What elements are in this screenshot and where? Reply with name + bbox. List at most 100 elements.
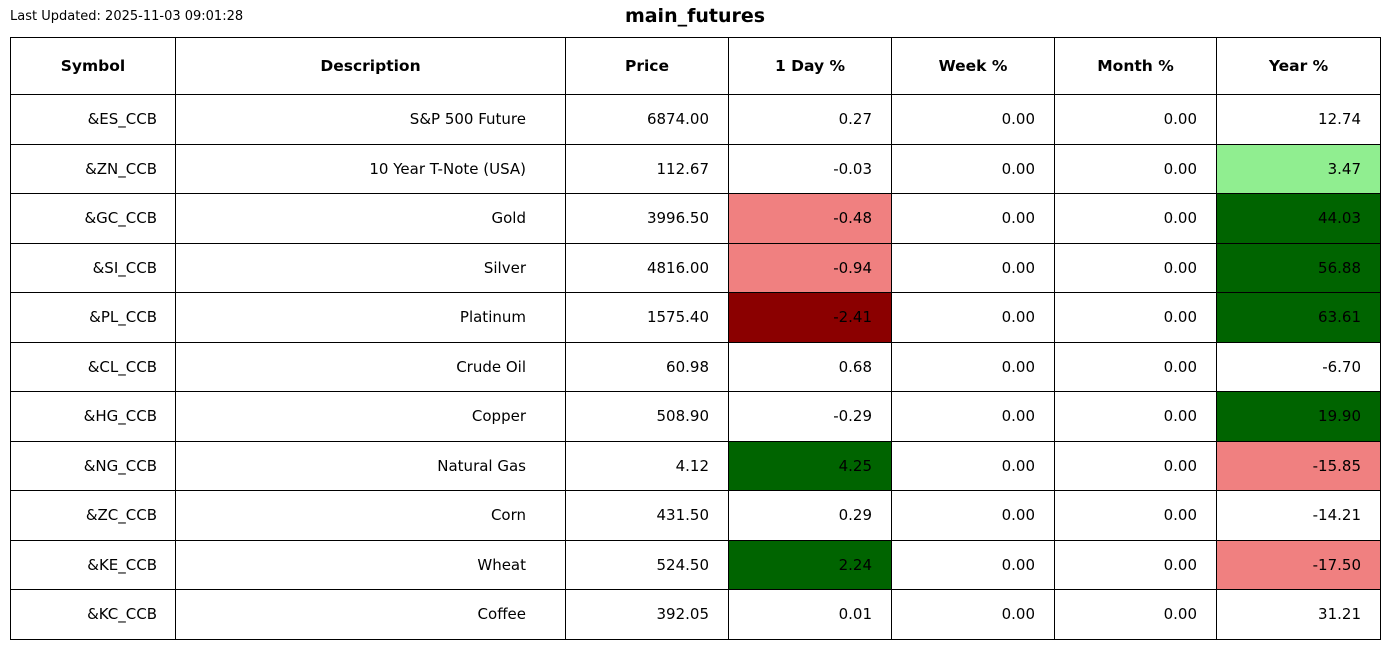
table-body: &ES_CCB S&P 500 Future 6874.00 0.27 0.00 0.00… bbox=[10, 94, 1381, 640]
price-cell: 3996.50 bbox=[565, 193, 729, 244]
table-row: &ZC_CCB Corn 431.50 0.29 0.00 0.00 -14.21 bbox=[10, 490, 1381, 541]
year-change-cell: 12.74 bbox=[1216, 94, 1381, 145]
week-change-cell: 0.00 bbox=[891, 341, 1055, 392]
table-row: &ES_CCB S&P 500 Future 6874.00 0.27 0.00 0.00… bbox=[10, 94, 1381, 145]
symbol-cell: &PL_CCB bbox=[10, 292, 176, 343]
week-change-cell: 0.00 bbox=[891, 242, 1055, 293]
day-change-cell: 2.24 bbox=[728, 539, 892, 590]
day-change-cell: 0.01 bbox=[728, 589, 892, 640]
symbol-cell: &SI_CCB bbox=[10, 242, 176, 293]
description-cell: Silver bbox=[175, 242, 566, 293]
description-cell: Wheat bbox=[175, 539, 566, 590]
description-cell: Natural Gas bbox=[175, 440, 566, 491]
day-change-cell: 4.25 bbox=[728, 440, 892, 491]
week-change-cell: 0.00 bbox=[891, 143, 1055, 194]
month-change-cell: 0.00 bbox=[1054, 391, 1217, 442]
symbol-cell: &KC_CCB bbox=[10, 589, 176, 640]
description-cell: Crude Oil bbox=[175, 341, 566, 392]
symbol-cell: &ZC_CCB bbox=[10, 490, 176, 541]
column-header: Month % bbox=[1054, 37, 1217, 95]
description-cell: Copper bbox=[175, 391, 566, 442]
price-cell: 4816.00 bbox=[565, 242, 729, 293]
symbol-cell: &CL_CCB bbox=[10, 341, 176, 392]
year-change-cell: 31.21 bbox=[1216, 589, 1381, 640]
table-row: &GC_CCB Gold 3996.50 -0.48 0.00 0.00 44.03 bbox=[10, 193, 1381, 244]
table-row: &CL_CCB Crude Oil 60.98 0.68 0.00 0.00 -6.70 bbox=[10, 341, 1381, 392]
week-change-cell: 0.00 bbox=[891, 94, 1055, 145]
symbol-cell: &HG_CCB bbox=[10, 391, 176, 442]
day-change-cell: 0.27 bbox=[728, 94, 892, 145]
month-change-cell: 0.00 bbox=[1054, 490, 1217, 541]
day-change-cell: -0.48 bbox=[728, 193, 892, 244]
description-cell: 10 Year T-Note (USA) bbox=[175, 143, 566, 194]
futures-table: Symbol Description Price 1 Day % Week % Month… bbox=[10, 37, 1381, 640]
month-change-cell: 0.00 bbox=[1054, 143, 1217, 194]
table-row: &ZN_CCB 10 Year T-Note (USA) 112.67 -0.03 0.… bbox=[10, 143, 1381, 194]
year-change-cell: 3.47 bbox=[1216, 143, 1381, 194]
price-cell: 524.50 bbox=[565, 539, 729, 590]
table-row: &NG_CCB Natural Gas 4.12 4.25 0.00 0.00 -15.85 bbox=[10, 440, 1381, 491]
last-updated-text: Last Updated: 2025-11-03 09:01:28 bbox=[10, 9, 244, 24]
price-cell: 392.05 bbox=[565, 589, 729, 640]
month-change-cell: 0.00 bbox=[1054, 193, 1217, 244]
price-cell: 112.67 bbox=[565, 143, 729, 194]
day-change-cell: -0.03 bbox=[728, 143, 892, 194]
column-header: Year % bbox=[1216, 37, 1381, 95]
symbol-cell: &NG_CCB bbox=[10, 440, 176, 491]
year-change-cell: 63.61 bbox=[1216, 292, 1381, 343]
year-change-cell: -6.70 bbox=[1216, 341, 1381, 392]
week-change-cell: 0.00 bbox=[891, 440, 1055, 491]
table-row: &KC_CCB Coffee 392.05 0.01 0.00 0.00 31.21 bbox=[10, 589, 1381, 640]
day-change-cell: -2.41 bbox=[728, 292, 892, 343]
week-change-cell: 0.00 bbox=[891, 292, 1055, 343]
year-change-cell: -14.21 bbox=[1216, 490, 1381, 541]
header-row: Symbol Description Price 1 Day % Week % Month… bbox=[10, 37, 1381, 95]
month-change-cell: 0.00 bbox=[1054, 589, 1217, 640]
price-cell: 4.12 bbox=[565, 440, 729, 491]
column-header: Price bbox=[565, 37, 729, 95]
description-cell: Gold bbox=[175, 193, 566, 244]
price-cell: 6874.00 bbox=[565, 94, 729, 145]
day-change-cell: -0.94 bbox=[728, 242, 892, 293]
column-header: Week % bbox=[891, 37, 1055, 95]
description-cell: Corn bbox=[175, 490, 566, 541]
column-header: 1 Day % bbox=[728, 37, 892, 95]
month-change-cell: 0.00 bbox=[1054, 440, 1217, 491]
price-cell: 60.98 bbox=[565, 341, 729, 392]
month-change-cell: 0.00 bbox=[1054, 94, 1217, 145]
column-header: Symbol bbox=[10, 37, 176, 95]
week-change-cell: 0.00 bbox=[891, 539, 1055, 590]
price-cell: 431.50 bbox=[565, 490, 729, 541]
description-cell: Platinum bbox=[175, 292, 566, 343]
week-change-cell: 0.00 bbox=[891, 490, 1055, 541]
symbol-cell: &ZN_CCB bbox=[10, 143, 176, 194]
month-change-cell: 0.00 bbox=[1054, 292, 1217, 343]
year-change-cell: 56.88 bbox=[1216, 242, 1381, 293]
week-change-cell: 0.00 bbox=[891, 589, 1055, 640]
year-change-cell: 19.90 bbox=[1216, 391, 1381, 442]
month-change-cell: 0.00 bbox=[1054, 341, 1217, 392]
month-change-cell: 0.00 bbox=[1054, 242, 1217, 293]
top-bar: Last Updated: 2025-11-03 09:01:28 main_f… bbox=[0, 0, 1390, 37]
symbol-cell: &GC_CCB bbox=[10, 193, 176, 244]
year-change-cell: -15.85 bbox=[1216, 440, 1381, 491]
day-change-cell: 0.29 bbox=[728, 490, 892, 541]
table-row: &HG_CCB Copper 508.90 -0.29 0.00 0.00 19.90 bbox=[10, 391, 1381, 442]
price-cell: 508.90 bbox=[565, 391, 729, 442]
year-change-cell: 44.03 bbox=[1216, 193, 1381, 244]
month-change-cell: 0.00 bbox=[1054, 539, 1217, 590]
page-title: main_futures bbox=[624, 5, 766, 27]
price-cell: 1575.40 bbox=[565, 292, 729, 343]
week-change-cell: 0.00 bbox=[891, 391, 1055, 442]
table-row: &SI_CCB Silver 4816.00 -0.94 0.00 0.00 56.88 bbox=[10, 242, 1381, 293]
symbol-cell: &ES_CCB bbox=[10, 94, 176, 145]
table-row: &PL_CCB Platinum 1575.40 -2.41 0.00 0.00 63.61 bbox=[10, 292, 1381, 343]
description-cell: S&P 500 Future bbox=[175, 94, 566, 145]
table-row: &KE_CCB Wheat 524.50 2.24 0.00 0.00 -17.50 bbox=[10, 539, 1381, 590]
column-header: Description bbox=[175, 37, 566, 95]
day-change-cell: -0.29 bbox=[728, 391, 892, 442]
year-change-cell: -17.50 bbox=[1216, 539, 1381, 590]
description-cell: Coffee bbox=[175, 589, 566, 640]
week-change-cell: 0.00 bbox=[891, 193, 1055, 244]
symbol-cell: &KE_CCB bbox=[10, 539, 176, 590]
